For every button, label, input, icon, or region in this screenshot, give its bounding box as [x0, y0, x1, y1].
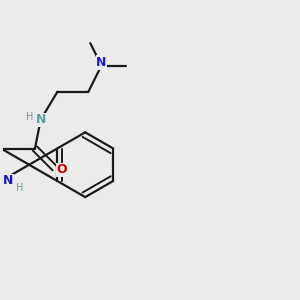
Text: O: O — [57, 163, 68, 176]
Text: N: N — [3, 174, 14, 188]
Text: N: N — [36, 113, 46, 126]
Text: H: H — [16, 183, 23, 193]
Text: N: N — [96, 56, 106, 69]
Text: H: H — [26, 112, 33, 122]
